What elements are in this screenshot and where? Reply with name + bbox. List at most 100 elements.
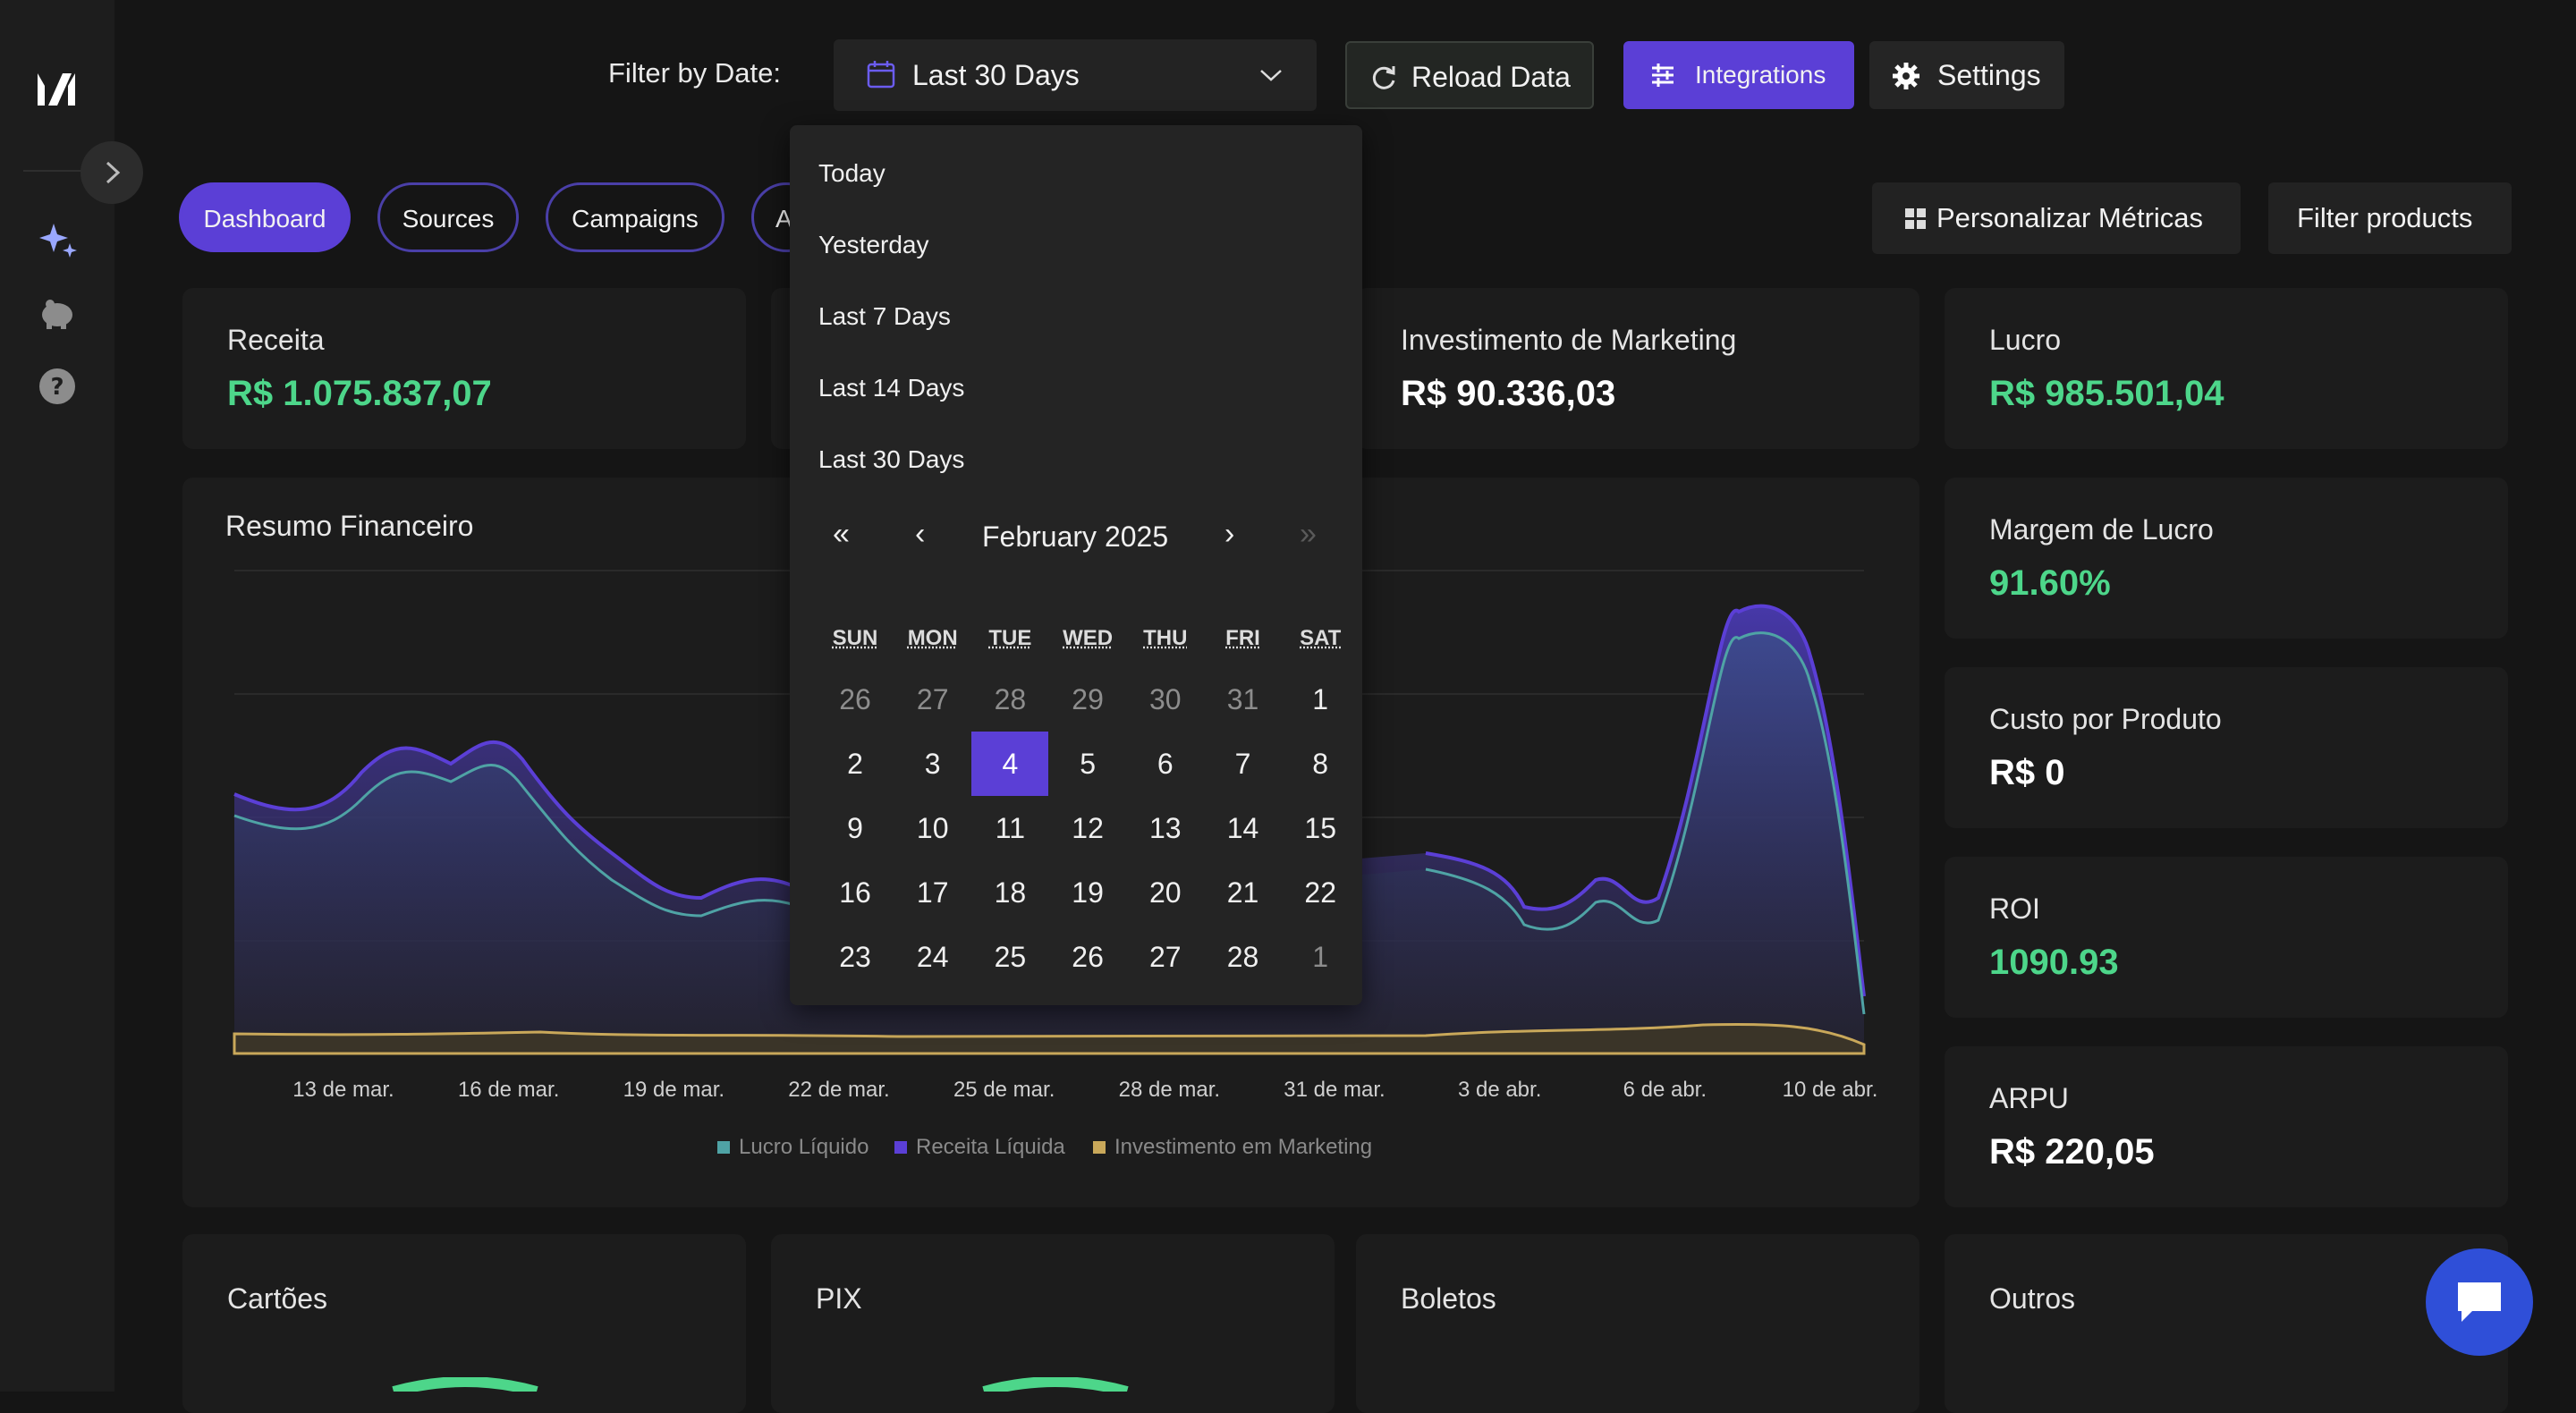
next-month-button[interactable]: › [1224,517,1234,552]
calendar-day[interactable]: 2 [817,732,894,796]
calendar-day[interactable]: 30 [1127,667,1204,732]
filter-by-date-label: Filter by Date: [608,57,781,89]
payment-card-label: PIX [816,1282,862,1316]
legend-label[interactable]: Lucro Líquido [739,1135,869,1159]
calendar-day[interactable]: 12 [1049,796,1126,860]
x-tick-label: 16 de mar. [458,1078,559,1102]
grid-icon [1904,207,1928,231]
payment-card-label: Outros [1989,1282,2075,1316]
weekday-label: SUN [817,626,894,651]
calendar-day[interactable]: 1 [1282,925,1359,989]
calendar-day[interactable]: 8 [1282,732,1359,796]
kpi-card-profit: Lucro R$ 985.501,04 [1945,288,2508,449]
payment-card-boletos: Boletos [1356,1234,1919,1413]
x-tick-label: 31 de mar. [1284,1078,1385,1102]
calendar-day[interactable]: 25 [971,925,1048,989]
kpi-label: Receita [227,324,325,357]
calendar-day[interactable]: 24 [894,925,971,989]
expand-sidebar-button[interactable] [80,141,143,204]
payment-card-label: Cartões [227,1282,327,1316]
date-option-today[interactable]: Today [818,159,886,188]
calendar-day[interactable]: 17 [894,860,971,925]
calendar-day[interactable]: 27 [1127,925,1204,989]
calendar-day[interactable]: 21 [1205,860,1282,925]
calendar-day[interactable]: 7 [1205,732,1282,796]
calendar-day[interactable]: 13 [1127,796,1204,860]
calendar-day[interactable]: 29 [1049,667,1126,732]
tab-campaigns[interactable]: Campaigns [546,182,724,252]
prev-month-button[interactable]: ‹ [915,517,925,552]
x-tick-label: 19 de mar. [623,1078,724,1102]
kpi-value: R$ 1.075.837,07 [227,374,492,414]
metric-card-margin: Margem de Lucro 91.60% [1945,478,2508,639]
date-option-last-30-days[interactable]: Last 30 Days [818,445,964,474]
weekday-label: TUE [971,626,1048,651]
customize-metrics-button[interactable]: Personalizar Métricas [1872,182,2241,254]
x-tick-label: 13 de mar. [292,1078,394,1102]
legend-swatch [717,1141,730,1154]
calendar-day[interactable]: 15 [1282,796,1359,860]
filter-products-label: Filter products [2297,202,2472,234]
sidebar: ? [0,0,114,1392]
filter-products-button[interactable]: Filter products [2268,182,2512,254]
payment-card-others: Outros [1945,1234,2508,1413]
x-tick-label: 3 de abr. [1458,1078,1541,1102]
calendar-month-label[interactable]: February 2025 [982,520,1168,554]
tab-sources-label: Sources [380,205,516,233]
metric-label: ROI [1989,893,2040,926]
calendar-day[interactable]: 26 [1049,925,1126,989]
calendar-day[interactable]: 18 [971,860,1048,925]
calendar-day[interactable]: 11 [971,796,1048,860]
tab-campaigns-label: Campaigns [548,205,722,233]
legend-label[interactable]: Receita Líquida [916,1135,1065,1159]
date-range-select[interactable]: Last 30 Days [834,39,1317,111]
date-option-last-7-days[interactable]: Last 7 Days [818,302,951,331]
help-icon[interactable]: ? [36,365,79,408]
calendar-day[interactable]: 14 [1205,796,1282,860]
legend-label[interactable]: Investimento em Marketing [1114,1135,1372,1159]
weekday-label: WED [1049,626,1126,651]
calendar-day[interactable]: 20 [1127,860,1204,925]
date-option-yesterday[interactable]: Yesterday [818,231,929,259]
legend-swatch [894,1141,907,1154]
customize-metrics-label: Personalizar Métricas [1936,202,2203,234]
settings-button[interactable]: Settings [1869,41,2064,109]
calendar-day[interactable]: 1 [1282,667,1359,732]
calendar-day[interactable]: 26 [817,667,894,732]
calendar-day[interactable]: 3 [894,732,971,796]
metric-label: Custo por Produto [1989,703,2222,736]
reload-data-button[interactable]: Reload Data [1345,41,1594,109]
refresh-icon [1368,63,1399,93]
calendar-day[interactable]: 28 [971,667,1048,732]
calendar-day[interactable]: 28 [1205,925,1282,989]
calendar-day[interactable]: 22 [1282,860,1359,925]
metric-label: ARPU [1989,1082,2069,1115]
logo-icon [32,64,82,114]
chat-support-button[interactable] [2426,1248,2533,1356]
calendar-day[interactable]: 6 [1127,732,1204,796]
tab-dashboard[interactable]: Dashboard [179,182,351,252]
x-tick-label: 25 de mar. [953,1078,1055,1102]
prev-year-button[interactable]: « [833,517,850,552]
metric-card-cost: Custo por Produto R$ 0 [1945,667,2508,828]
kpi-card-marketing: Investimento de Marketing R$ 90.336,03 [1356,288,1919,449]
date-option-last-14-days[interactable]: Last 14 Days [818,374,964,402]
piggy-bank-icon[interactable] [36,292,79,334]
next-year-button: » [1300,517,1317,552]
calendar-day[interactable]: 4 [971,732,1048,796]
calendar-day[interactable]: 5 [1049,732,1126,796]
calendar-day[interactable]: 16 [817,860,894,925]
metric-label: Margem de Lucro [1989,513,2214,546]
metric-value: R$ 220,05 [1989,1132,2155,1172]
integrations-button[interactable]: Integrations [1623,41,1854,109]
calendar-day[interactable]: 27 [894,667,971,732]
legend-swatch [1093,1141,1106,1154]
calendar-day[interactable]: 31 [1205,667,1282,732]
calendar-day[interactable]: 9 [817,796,894,860]
calendar-day[interactable]: 10 [894,796,971,860]
tab-sources[interactable]: Sources [377,182,519,252]
sparkles-icon[interactable] [36,218,79,261]
calendar-day[interactable]: 19 [1049,860,1126,925]
metric-card-arpu: ARPU R$ 220,05 [1945,1046,2508,1207]
calendar-day[interactable]: 23 [817,925,894,989]
